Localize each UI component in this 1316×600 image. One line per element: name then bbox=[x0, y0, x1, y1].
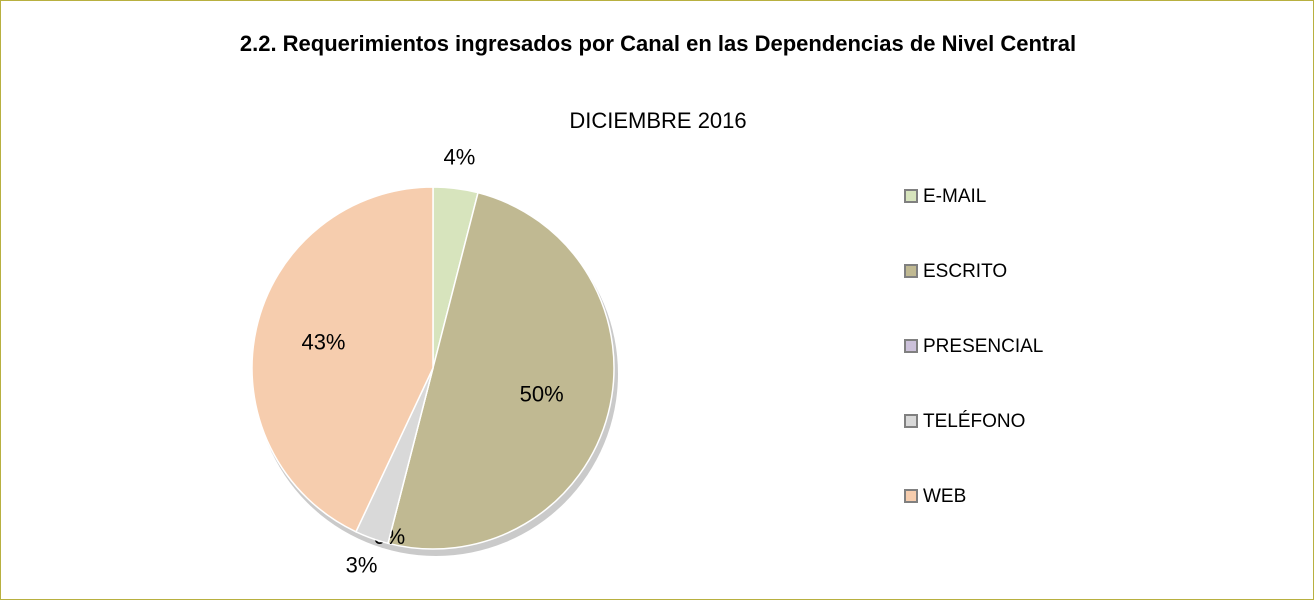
legend-label: PRESENCIAL bbox=[923, 336, 1043, 357]
legend-label: ESCRITO bbox=[923, 261, 1007, 282]
data-label: 43% bbox=[301, 329, 345, 354]
chart-subtitle: DICIEMBRE 2016 bbox=[569, 108, 747, 133]
legend-swatch bbox=[904, 189, 918, 203]
legend-label: WEB bbox=[923, 486, 966, 507]
data-label: 4% bbox=[444, 144, 476, 169]
data-label: 50% bbox=[520, 382, 564, 407]
chart-title: 2.2. Requerimientos ingresados por Canal… bbox=[239, 31, 1077, 56]
legend-swatch bbox=[904, 339, 918, 353]
legend-swatch bbox=[904, 489, 918, 503]
data-label: 3% bbox=[346, 552, 378, 577]
legend-swatch bbox=[904, 264, 918, 278]
chart: 4%50%0%3%43%E-MAILESCRITOPRESENCIALTELÉF… bbox=[251, 144, 1043, 577]
pie-slice bbox=[251, 186, 434, 533]
pie-slice bbox=[387, 191, 615, 550]
legend-label: TELÉFONO bbox=[923, 411, 1025, 432]
legend-swatch bbox=[904, 414, 918, 428]
legend-label: E-MAIL bbox=[923, 186, 986, 207]
